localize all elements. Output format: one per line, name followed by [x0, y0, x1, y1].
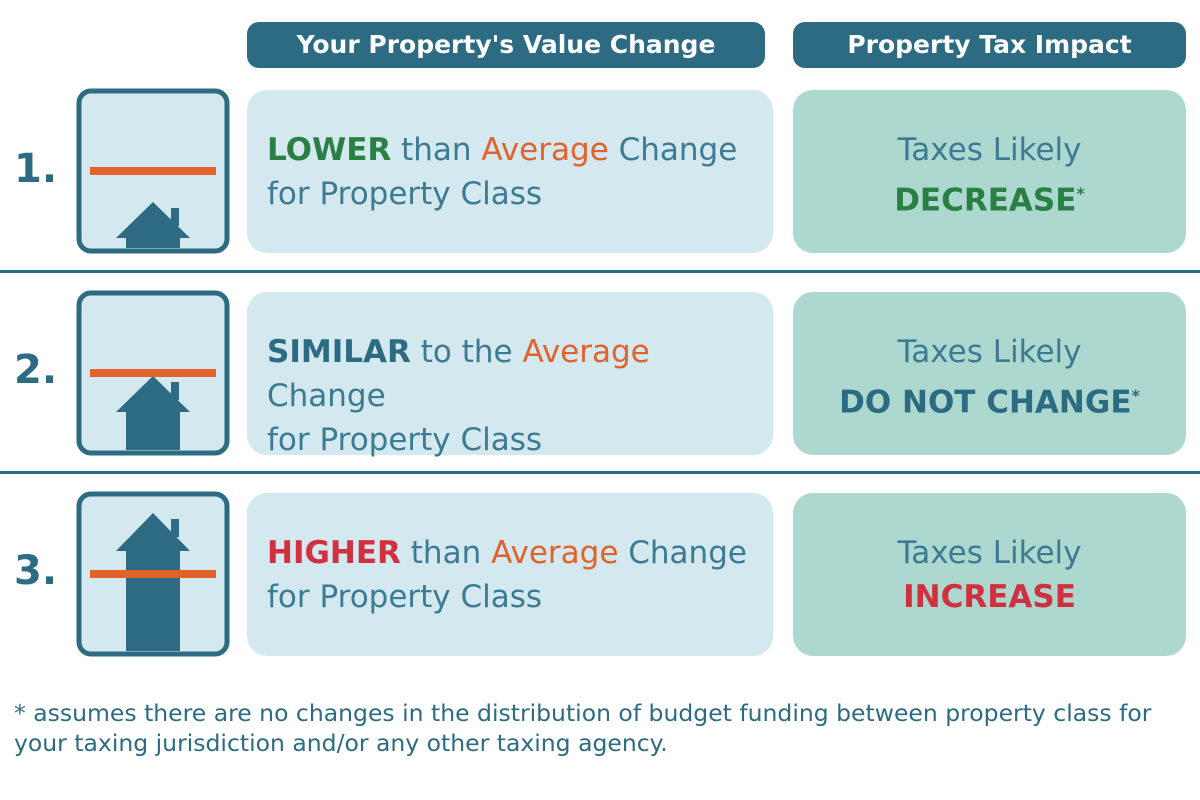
asterisk: * [1131, 386, 1140, 405]
column-header: Your Property's Value Change [247, 22, 765, 68]
keyword: HIGHER [267, 535, 401, 571]
text: for Property Class [267, 422, 543, 458]
footnote: * assumes there are no changes in the di… [14, 699, 1152, 757]
impact-keyword: DO NOT CHANGE [839, 384, 1132, 421]
impact-keyword: DECREASE [894, 182, 1077, 219]
row-number: 3. [14, 548, 58, 594]
separator [0, 471, 1200, 474]
text: to the [420, 334, 513, 370]
text: than [401, 132, 472, 168]
separator [0, 270, 1200, 273]
keyword: SIMILAR [267, 334, 411, 370]
row-number: 2. [14, 347, 58, 393]
value-change: HIGHER than Average Change for Property C… [247, 493, 773, 656]
text: Taxes Likely [897, 334, 1082, 370]
keyword: LOWER [267, 132, 392, 168]
tax-impact: Taxes Likely DO NOT CHANGE* [793, 292, 1186, 455]
text: Change [628, 535, 747, 571]
text: for Property Class [267, 176, 543, 212]
text: Taxes Likely [897, 132, 1082, 168]
impact-keyword: INCREASE [903, 579, 1076, 615]
tax-impact: Taxes Likely INCREASE [793, 493, 1186, 656]
icon [76, 88, 230, 254]
icon [76, 491, 230, 657]
asterisk: * [1076, 184, 1085, 203]
icon [76, 290, 230, 456]
keyword: Average [491, 535, 619, 571]
text: Taxes Likely [897, 535, 1082, 571]
text: Change [267, 378, 386, 414]
keyword: Average [522, 334, 650, 370]
keyword: Average [481, 132, 609, 168]
value-change: SIMILAR to the Average Change for Propert… [247, 292, 773, 458]
value-change: LOWER than Average Change for Property Cl… [247, 90, 773, 253]
column-header: Property Tax Impact [793, 22, 1186, 68]
tax-impact: Taxes Likely DECREASE* [793, 90, 1186, 253]
row-number: 1. [14, 146, 58, 192]
text: Change [618, 132, 738, 168]
text: for Property Class [267, 579, 543, 615]
text: than [410, 535, 482, 571]
